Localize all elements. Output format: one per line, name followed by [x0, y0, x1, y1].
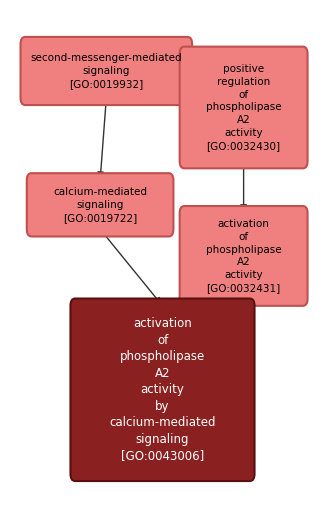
- Text: second-messenger-mediated
signaling
[GO:0019932]: second-messenger-mediated signaling [GO:…: [31, 53, 182, 89]
- Text: activation
of
phospholipase
A2
activity
[GO:0032431]: activation of phospholipase A2 activity …: [206, 219, 281, 293]
- FancyBboxPatch shape: [180, 47, 307, 168]
- Text: activation
of
phospholipase
A2
activity
by
calcium-mediated
signaling
[GO:004300: activation of phospholipase A2 activity …: [109, 317, 216, 462]
- FancyBboxPatch shape: [27, 173, 174, 236]
- FancyBboxPatch shape: [180, 206, 307, 306]
- Text: positive
regulation
of
phospholipase
A2
activity
[GO:0032430]: positive regulation of phospholipase A2 …: [206, 64, 281, 151]
- Text: calcium-mediated
signaling
[GO:0019722]: calcium-mediated signaling [GO:0019722]: [53, 187, 147, 223]
- FancyBboxPatch shape: [20, 37, 192, 105]
- FancyBboxPatch shape: [71, 299, 254, 481]
